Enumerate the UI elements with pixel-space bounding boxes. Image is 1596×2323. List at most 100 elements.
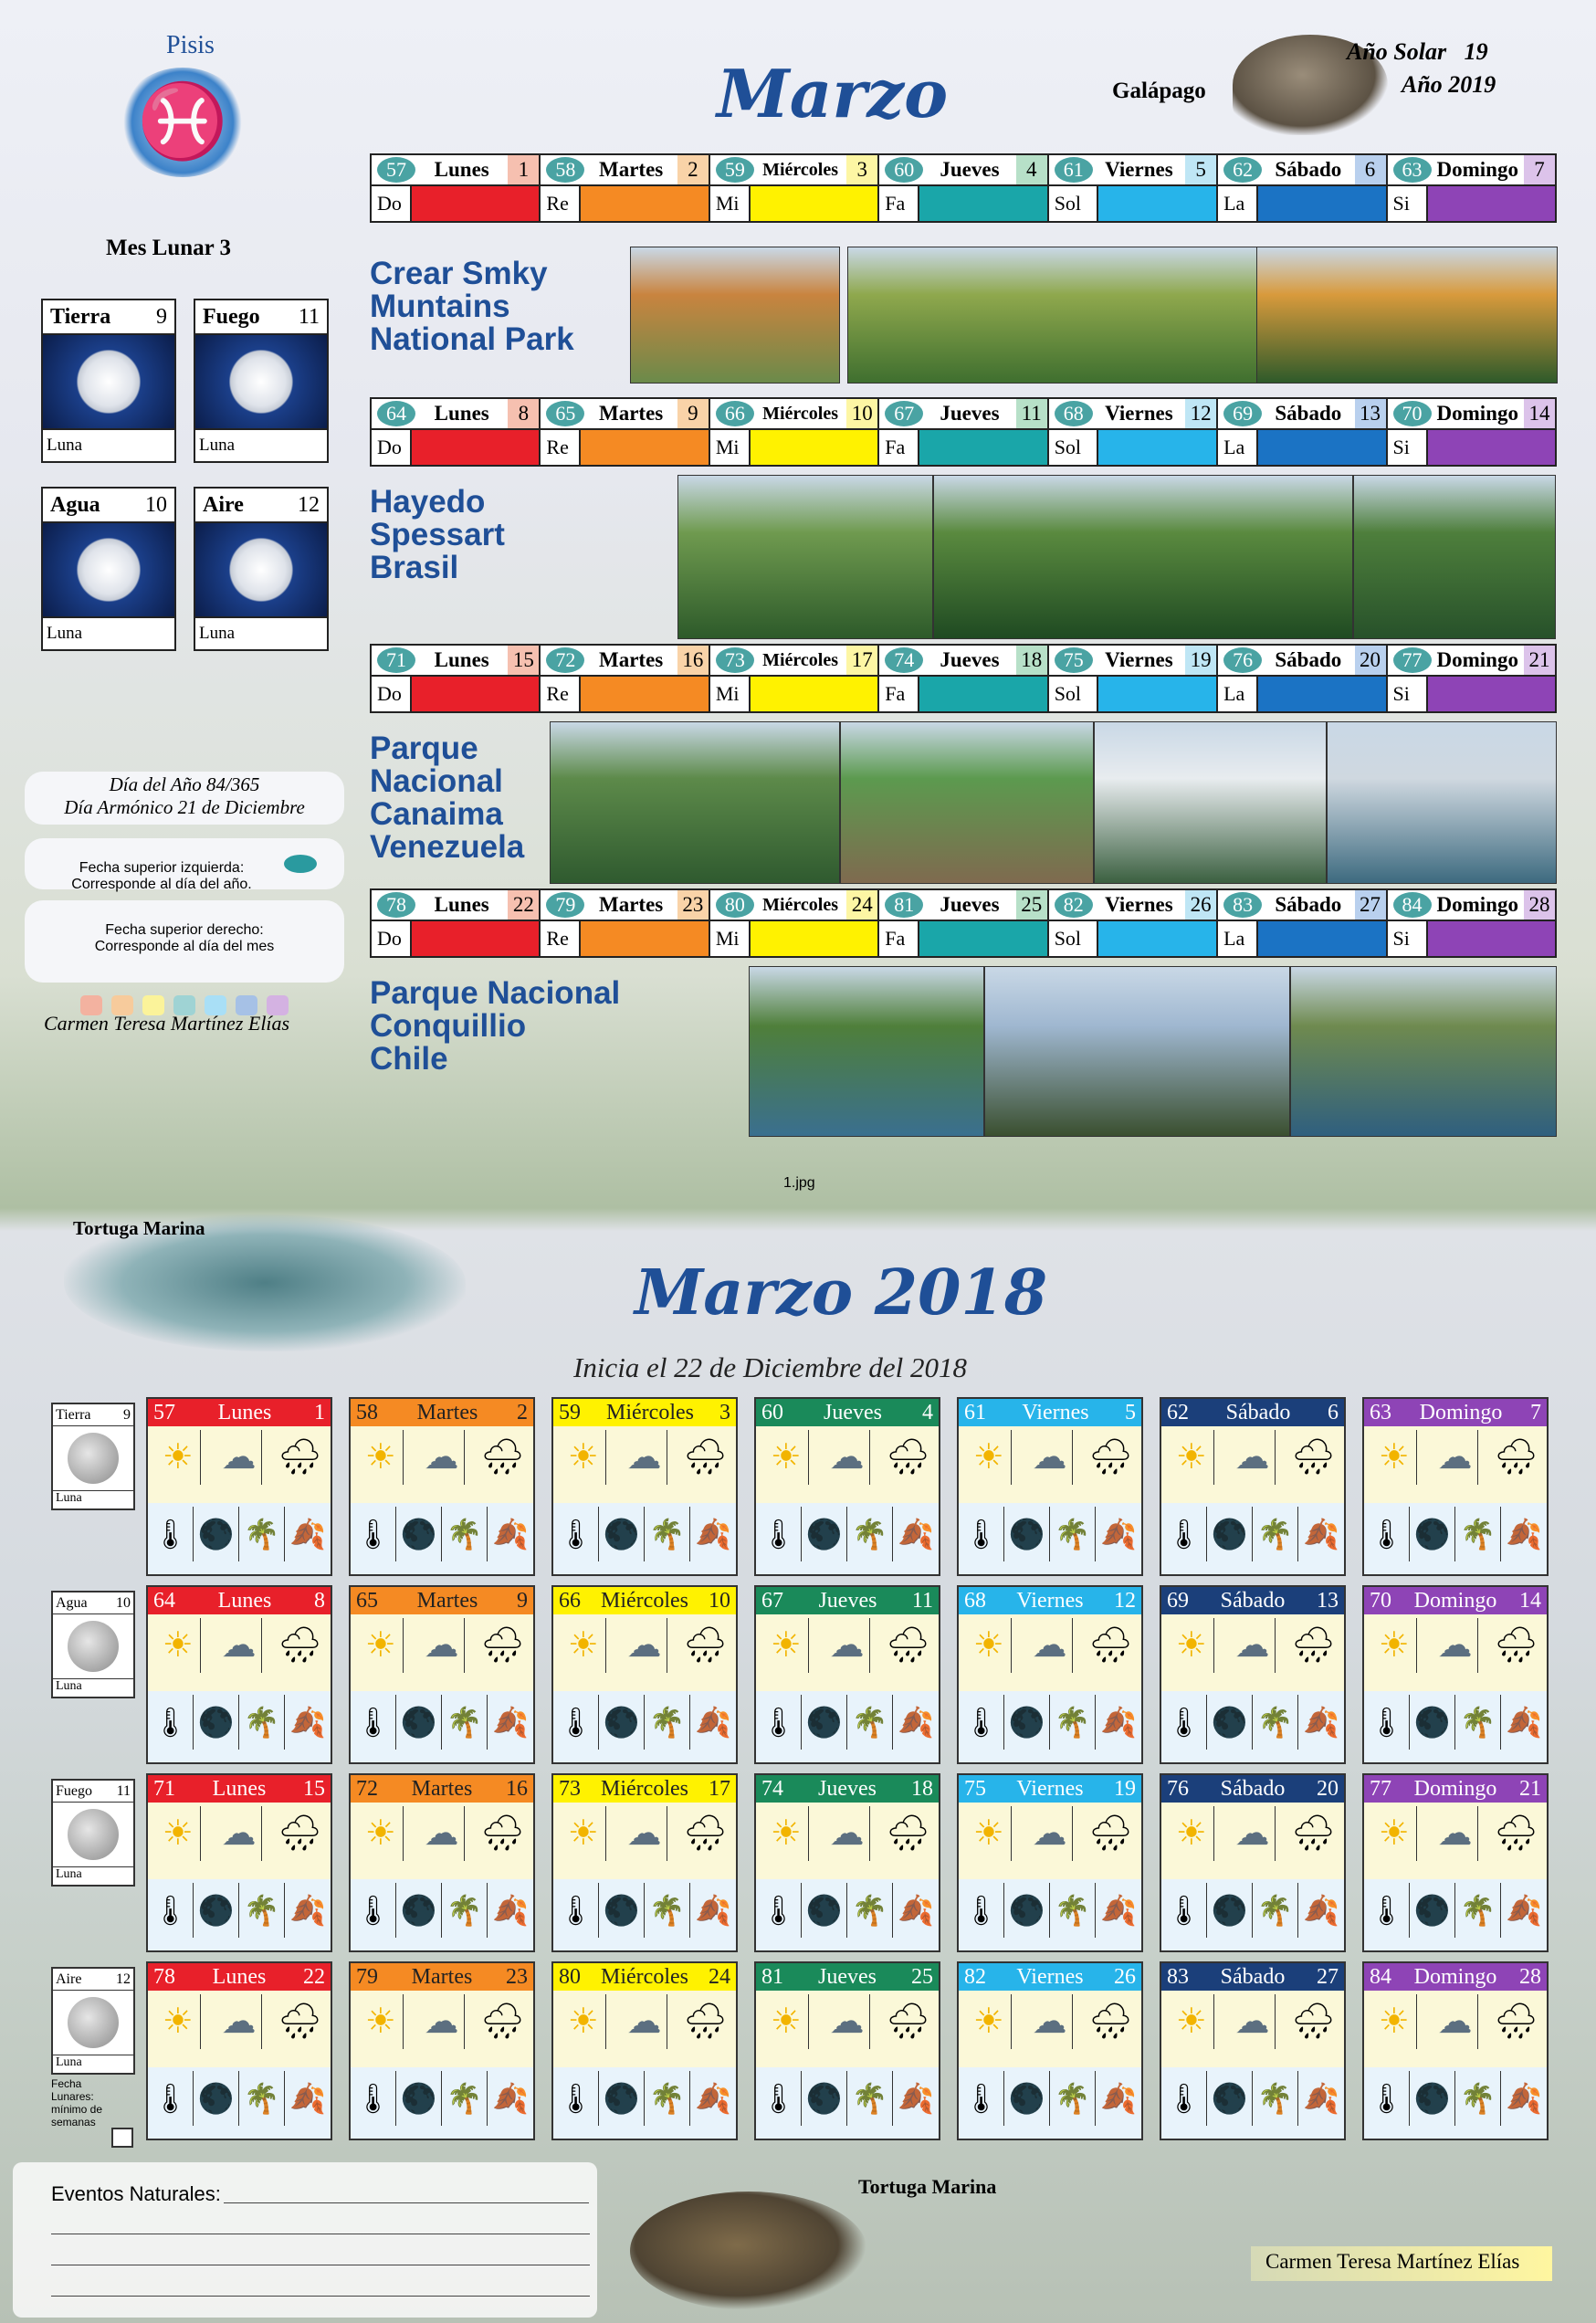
sun-icon[interactable]: ☀ — [155, 1806, 202, 1861]
palm-icon[interactable]: 🌴 — [1253, 1507, 1298, 1561]
cloud-icon[interactable]: ☁ — [216, 1618, 262, 1673]
thermometer-icon[interactable]: 🌡 — [148, 1695, 194, 1750]
thermometer-icon[interactable]: 🌡 — [553, 1883, 599, 1938]
wind-leaf-icon[interactable]: 🍂 — [1506, 1706, 1542, 1739]
moon-phase-icon[interactable]: 🌑 — [1207, 2071, 1253, 2126]
palm-icon[interactable]: 🌴 — [645, 1695, 690, 1750]
wind-leaf-icon[interactable]: 🍂 — [492, 1518, 529, 1550]
thermometer-icon[interactable]: 🌡 — [351, 1507, 396, 1561]
sun-icon[interactable]: ☀ — [1371, 1430, 1418, 1485]
sun-icon[interactable]: ☀ — [561, 1430, 607, 1485]
wind-leaf-icon[interactable]: 🍂 — [695, 1518, 731, 1550]
rain-icon[interactable]: 🌧 — [278, 1438, 322, 1477]
moon-phase-icon[interactable]: 🌑 — [194, 1695, 239, 1750]
moon-phase-icon[interactable]: 🌑 — [1004, 1507, 1050, 1561]
fecha-checkbox[interactable] — [111, 2128, 133, 2148]
cloud-icon[interactable]: ☁ — [1230, 1430, 1276, 1485]
cloud-icon[interactable]: ☁ — [1433, 1994, 1478, 2049]
thermometer-icon[interactable]: 🌡 — [148, 1883, 194, 1938]
wind-leaf-icon[interactable]: 🍂 — [1100, 1706, 1137, 1739]
cloud-icon[interactable]: ☁ — [1433, 1430, 1478, 1485]
sun-icon[interactable]: ☀ — [1371, 1618, 1418, 1673]
calendar-day-cell[interactable]: 83 Sábado 27 ☀ ☁ 🌧 🌡 🌑 🌴 🍂 — [1160, 1961, 1346, 2140]
calendar-day-cell[interactable]: 71 Lunes 15 ☀ ☁ 🌧 🌡 🌑 🌴 🍂 — [146, 1773, 332, 1952]
moon-phase-icon[interactable]: 🌑 — [396, 1507, 442, 1561]
calendar-day-cell[interactable]: 68 Viernes 12 ☀ ☁ 🌧 🌡 🌑 🌴 🍂 — [957, 1585, 1143, 1764]
rain-icon[interactable]: 🌧 — [480, 1814, 525, 1853]
moon-phase-icon[interactable]: 🌑 — [396, 1695, 442, 1750]
thermometer-icon[interactable]: 🌡 — [553, 1507, 599, 1561]
calendar-day-cell[interactable]: 70 Domingo 14 ☀ ☁ 🌧 🌡 🌑 🌴 🍂 — [1362, 1585, 1549, 1764]
wind-leaf-icon[interactable]: 🍂 — [289, 2082, 326, 2115]
palm-icon[interactable]: 🌴 — [1253, 1695, 1298, 1750]
thermometer-icon[interactable]: 🌡 — [959, 1695, 1004, 1750]
calendar-day-cell[interactable]: 76 Sábado 20 ☀ ☁ 🌧 🌡 🌑 🌴 🍂 — [1160, 1773, 1346, 1952]
rain-icon[interactable]: 🌧 — [1088, 2002, 1133, 2041]
moon-phase-icon[interactable]: 🌑 — [396, 1883, 442, 1938]
sun-icon[interactable]: ☀ — [1169, 1618, 1215, 1673]
wind-leaf-icon[interactable]: 🍂 — [1506, 1894, 1542, 1927]
thermometer-icon[interactable]: 🌡 — [148, 2071, 194, 2126]
cloud-icon[interactable]: ☁ — [622, 1618, 667, 1673]
palm-icon[interactable]: 🌴 — [1455, 1695, 1501, 1750]
wind-leaf-icon[interactable]: 🍂 — [492, 2082, 529, 2115]
moon-phase-icon[interactable]: 🌑 — [1004, 1695, 1050, 1750]
wind-leaf-icon[interactable]: 🍂 — [898, 1894, 934, 1927]
cloud-icon[interactable]: ☁ — [1027, 1806, 1073, 1861]
calendar-day-cell[interactable]: 64 Lunes 8 ☀ ☁ 🌧 🌡 🌑 🌴 🍂 — [146, 1585, 332, 1764]
palm-icon[interactable]: 🌴 — [645, 2071, 690, 2126]
thermometer-icon[interactable]: 🌡 — [553, 2071, 599, 2126]
palm-icon[interactable]: 🌴 — [847, 1695, 893, 1750]
moon-phase-icon[interactable]: 🌑 — [802, 1507, 847, 1561]
rain-icon[interactable]: 🌧 — [1291, 2002, 1336, 2041]
cloud-icon[interactable]: ☁ — [622, 1806, 667, 1861]
cloud-icon[interactable]: ☁ — [1027, 1430, 1073, 1485]
calendar-day-cell[interactable]: 61 Viernes 5 ☀ ☁ 🌧 🌡 🌑 🌴 🍂 — [957, 1397, 1143, 1576]
moon-phase-icon[interactable]: 🌑 — [396, 2071, 442, 2126]
rain-icon[interactable]: 🌧 — [1494, 1626, 1538, 1665]
cloud-icon[interactable]: ☁ — [1433, 1806, 1478, 1861]
rain-icon[interactable]: 🌧 — [1088, 1814, 1133, 1853]
rain-icon[interactable]: 🌧 — [1291, 1438, 1336, 1477]
wind-leaf-icon[interactable]: 🍂 — [1303, 1706, 1339, 1739]
thermometer-icon[interactable]: 🌡 — [553, 1695, 599, 1750]
thermometer-icon[interactable]: 🌡 — [756, 1695, 802, 1750]
calendar-day-cell[interactable]: 73 Miércoles 17 ☀ ☁ 🌧 🌡 🌑 🌴 🍂 — [551, 1773, 738, 1952]
cloud-icon[interactable]: ☁ — [1230, 1994, 1276, 2049]
sun-icon[interactable]: ☀ — [1371, 1994, 1418, 2049]
cloud-icon[interactable]: ☁ — [1230, 1618, 1276, 1673]
thermometer-icon[interactable]: 🌡 — [756, 1883, 802, 1938]
calendar-day-cell[interactable]: 60 Jueves 4 ☀ ☁ 🌧 🌡 🌑 🌴 🍂 — [754, 1397, 940, 1576]
sun-icon[interactable]: ☀ — [358, 1618, 404, 1673]
calendar-day-cell[interactable]: 59 Miércoles 3 ☀ ☁ 🌧 🌡 🌑 🌴 🍂 — [551, 1397, 738, 1576]
moon-phase-icon[interactable]: 🌑 — [1207, 1507, 1253, 1561]
thermometer-icon[interactable]: 🌡 — [1161, 1883, 1207, 1938]
palm-icon[interactable]: 🌴 — [442, 1695, 488, 1750]
sun-icon[interactable]: ☀ — [1169, 1806, 1215, 1861]
wind-leaf-icon[interactable]: 🍂 — [289, 1706, 326, 1739]
moon-phase-icon[interactable]: 🌑 — [1207, 1695, 1253, 1750]
moon-phase-icon[interactable]: 🌑 — [599, 1507, 645, 1561]
palm-icon[interactable]: 🌴 — [442, 2071, 488, 2126]
sun-icon[interactable]: ☀ — [358, 1994, 404, 2049]
rain-icon[interactable]: 🌧 — [1291, 1626, 1336, 1665]
calendar-day-cell[interactable]: 77 Domingo 21 ☀ ☁ 🌧 🌡 🌑 🌴 🍂 — [1362, 1773, 1549, 1952]
cloud-icon[interactable]: ☁ — [622, 1994, 667, 2049]
cloud-icon[interactable]: ☁ — [1230, 1806, 1276, 1861]
rain-icon[interactable]: 🌧 — [1088, 1626, 1133, 1665]
sun-icon[interactable]: ☀ — [561, 1994, 607, 2049]
moon-phase-icon[interactable]: 🌑 — [1410, 1883, 1455, 1938]
moon-phase-icon[interactable]: 🌑 — [194, 1507, 239, 1561]
calendar-day-cell[interactable]: 69 Sábado 13 ☀ ☁ 🌧 🌡 🌑 🌴 🍂 — [1160, 1585, 1346, 1764]
sun-icon[interactable]: ☀ — [1169, 1994, 1215, 2049]
thermometer-icon[interactable]: 🌡 — [756, 1507, 802, 1561]
thermometer-icon[interactable]: 🌡 — [959, 1883, 1004, 1938]
rain-icon[interactable]: 🌧 — [278, 1626, 322, 1665]
rain-icon[interactable]: 🌧 — [1494, 2002, 1538, 2041]
calendar-day-cell[interactable]: 78 Lunes 22 ☀ ☁ 🌧 🌡 🌑 🌴 🍂 — [146, 1961, 332, 2140]
rain-icon[interactable]: 🌧 — [683, 1626, 728, 1665]
calendar-day-cell[interactable]: 75 Viernes 19 ☀ ☁ 🌧 🌡 🌑 🌴 🍂 — [957, 1773, 1143, 1952]
calendar-day-cell[interactable]: 65 Martes 9 ☀ ☁ 🌧 🌡 🌑 🌴 🍂 — [349, 1585, 535, 1764]
cloud-icon[interactable]: ☁ — [419, 1994, 465, 2049]
calendar-day-cell[interactable]: 74 Jueves 18 ☀ ☁ 🌧 🌡 🌑 🌴 🍂 — [754, 1773, 940, 1952]
